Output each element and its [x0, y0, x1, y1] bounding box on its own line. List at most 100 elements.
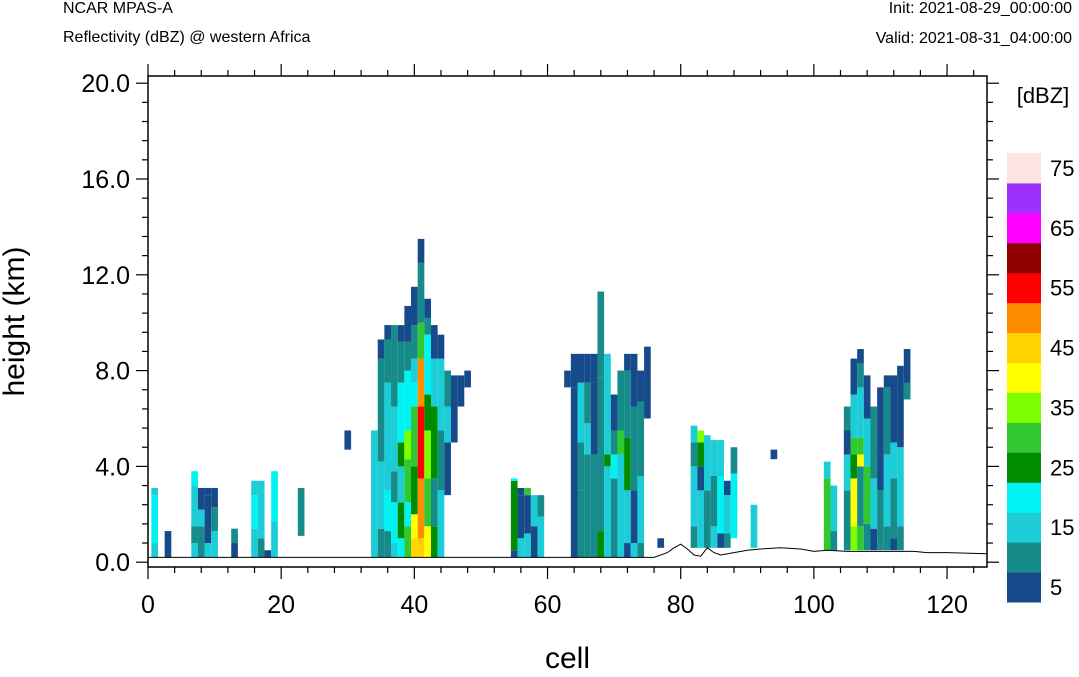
- reflectivity-cell: [397, 502, 405, 539]
- reflectivity-cell: [630, 543, 638, 558]
- reflectivity-cell: [537, 516, 545, 558]
- reflectivity-cell: [431, 325, 438, 359]
- reflectivity-cell: [411, 514, 418, 539]
- reflectivity-cell: [577, 353, 585, 383]
- reflectivity-cell: [857, 466, 864, 527]
- x-tick-label: 0: [141, 591, 155, 619]
- reflectivity-cell: [417, 478, 425, 539]
- colorbar-title: [dBZ]: [1017, 83, 1070, 108]
- reflectivity-cell: [577, 382, 585, 443]
- reflectivity-cell: [211, 487, 218, 508]
- reflectivity-cell: [191, 543, 198, 558]
- reflectivity-cell: [437, 490, 445, 558]
- terrain-line: [148, 543, 988, 558]
- reflectivity-cell: [537, 495, 545, 517]
- reflectivity-cell: [863, 466, 871, 524]
- y-tick-label: 0.0: [95, 549, 130, 577]
- reflectivity-cell: [697, 442, 705, 467]
- reflectivity-cell: [424, 394, 431, 431]
- colorbar-swatch: [1007, 482, 1041, 513]
- reflectivity-cell: [697, 466, 705, 491]
- reflectivity-cell: [637, 543, 645, 558]
- reflectivity-cell: [411, 325, 418, 359]
- reflectivity-cell: [431, 406, 438, 479]
- reflectivity-cell: [417, 238, 425, 263]
- reflectivity-cell: [890, 442, 898, 479]
- x-tick-labels: 0 20 40 60 80 100 120: [141, 591, 968, 619]
- reflectivity-cell: [424, 478, 431, 527]
- reflectivity-cell: [590, 382, 598, 455]
- reflectivity-cell: [843, 454, 851, 491]
- reflectivity-cell: [524, 495, 531, 534]
- reflectivity-cell: [697, 490, 705, 548]
- colorbar-swatch: [1007, 542, 1041, 573]
- reflectivity-cell: [897, 365, 904, 448]
- colorbar-swatch: [1007, 212, 1041, 244]
- model-title: NCAR MPAS-A: [63, 0, 173, 17]
- reflectivity-cell: [617, 454, 625, 558]
- reflectivity-cell: [617, 430, 625, 455]
- reflectivity-cell: [624, 490, 631, 544]
- reflectivity-cell: [404, 526, 412, 558]
- reflectivity-cell: [397, 538, 405, 558]
- reflectivity-cell: [637, 475, 645, 544]
- reflectivity-cell: [404, 305, 412, 342]
- colorbar-swatch: [1007, 512, 1041, 543]
- reflectivity-cell: [723, 480, 731, 496]
- reflectivity-cell: [630, 490, 638, 544]
- reflectivity-cell: [657, 538, 665, 548]
- reflectivity-cell: [850, 478, 858, 527]
- colorbar-swatch: [1007, 153, 1041, 184]
- reflectivity-cell: [404, 430, 412, 460]
- colorbar-swatch: [1007, 302, 1041, 334]
- reflectivity-cell: [857, 349, 864, 364]
- reflectivity-cell: [457, 375, 465, 407]
- colorbar-label: 25: [1050, 455, 1074, 480]
- reflectivity-cell: [204, 495, 212, 544]
- reflectivity-cell: [191, 471, 198, 486]
- reflectivity-cell: [850, 526, 858, 551]
- reflectivity-cell: [637, 401, 645, 476]
- reflectivity-cell: [597, 291, 605, 378]
- reflectivity-cell: [610, 394, 618, 431]
- reflectivity-cell: [717, 440, 724, 476]
- colorbar-label: 55: [1050, 276, 1074, 301]
- colorbar-swatch: [1007, 242, 1041, 274]
- colorbar-label: 5: [1050, 575, 1062, 600]
- y-tick-label: 16.0: [81, 166, 130, 194]
- reflectivity-cell: [164, 531, 172, 558]
- reflectivity-cell: [191, 485, 198, 527]
- colorbar-swatch: [1007, 452, 1041, 483]
- reflectivity-cell: [397, 466, 405, 503]
- reflectivity-cell: [637, 370, 645, 402]
- reflectivity-cell: [417, 406, 425, 479]
- reflectivity-cell: [850, 394, 858, 438]
- y-tick-label: 20.0: [81, 70, 130, 98]
- reflectivity-cell: [717, 533, 724, 548]
- reflectivity-cell: [204, 543, 212, 558]
- y-axis-title: height (km): [0, 246, 31, 396]
- reflectivity-cell: [411, 406, 418, 467]
- reflectivity-cell: [870, 528, 878, 551]
- reflectivity-cell: [630, 406, 638, 491]
- reflectivity-cell: [211, 543, 218, 558]
- reflectivity-cell: [690, 466, 698, 527]
- reflectivity-cell: [257, 538, 265, 558]
- reflectivity-cell: [857, 454, 864, 467]
- reflectivity-cell: [231, 528, 238, 544]
- reflectivity-cell: [903, 382, 911, 400]
- reflectivity-cell: [850, 454, 858, 479]
- reflectivity-cell: [717, 475, 724, 534]
- reflectivity-cell: [877, 387, 884, 455]
- reflectivity-cell: [251, 495, 258, 529]
- reflectivity-cell: [251, 480, 258, 496]
- reflectivity-cell: [264, 550, 272, 558]
- init-time: Init: 2021-08-29_00:00:00: [888, 0, 1072, 17]
- reflectivity-cell: [857, 526, 864, 551]
- reflectivity-cell: [710, 475, 718, 527]
- reflectivity-cell: [517, 487, 525, 496]
- reflectivity-cell: [404, 502, 412, 527]
- reflectivity-cell: [377, 358, 385, 462]
- reflectivity-cell: [391, 471, 398, 503]
